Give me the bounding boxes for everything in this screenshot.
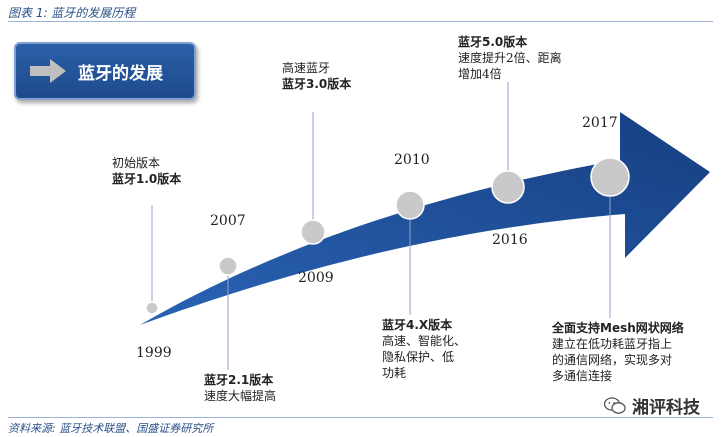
node-1999 [145, 301, 159, 315]
title-box: 蓝牙的发展 [14, 42, 196, 100]
year-2017: 2017 [582, 115, 618, 131]
year-2010: 2010 [394, 152, 430, 168]
year-2007: 2007 [210, 213, 246, 229]
bottom-rule [8, 417, 713, 418]
milestone-2016-line-1: 蓝牙5.0版本 [458, 35, 528, 49]
milestone-2017-line-3: 的通信网络，实现多对 [552, 353, 673, 367]
milestone-2007-line-1: 蓝牙2.1版本 [204, 373, 274, 387]
year-2016: 2016 [492, 232, 528, 248]
top-rule [8, 21, 713, 22]
milestone-2010-line-1: 蓝牙4.X版本 [382, 318, 453, 332]
year-2009: 2009 [298, 270, 334, 286]
milestone-1999-line-1: 初始版本 [112, 156, 161, 170]
wechat-icon [604, 396, 626, 414]
node-2017 [590, 157, 630, 197]
source-note: 资料来源: 蓝牙技术联盟、国盛证券研究所 [8, 422, 214, 435]
diagram-title: 蓝牙的发展 [78, 63, 163, 84]
milestone-2010-label: 蓝牙4.X版本 高速、智能化、 隐私保护、低 功耗 [382, 317, 466, 381]
milestone-2016-line-3: 增加4倍 [458, 67, 502, 81]
milestone-2009-label: 高速蓝牙 蓝牙3.0版本 [282, 60, 351, 92]
figure-caption: 图表 1: 蓝牙的发展历程 [8, 6, 136, 20]
milestone-2007-line-2: 速度大幅提高 [204, 389, 277, 403]
milestone-2017-label: 全面支持Mesh网状网络 建立在低功耗蓝牙指上 的通信网络，实现多对 多通信连接 [552, 320, 684, 384]
arrow-right-icon [30, 59, 66, 83]
timeline-arrow [140, 112, 710, 325]
milestone-2016-label: 蓝牙5.0版本 速度提升2倍、距离 增加4倍 [458, 34, 562, 82]
node-2007 [218, 256, 238, 276]
watermark: 湘评科技 [604, 393, 700, 418]
watermark-text: 湘评科技 [632, 398, 700, 418]
milestone-2010-line-3: 隐私保护、低 [382, 350, 455, 364]
milestone-1999-line-2: 蓝牙1.0版本 [112, 172, 182, 186]
milestone-2010-line-4: 功耗 [382, 366, 407, 380]
node-2010 [395, 190, 425, 220]
node-2016 [491, 170, 525, 204]
year-1999: 1999 [136, 345, 172, 361]
milestone-1999-label: 初始版本 蓝牙1.0版本 [112, 155, 181, 187]
milestone-2010-line-2: 高速、智能化、 [382, 334, 467, 348]
milestone-2016-line-2: 速度提升2倍、距离 [458, 51, 562, 65]
node-2009 [300, 219, 326, 245]
milestone-2009-line-1: 高速蓝牙 [282, 61, 331, 75]
milestone-2007-label: 蓝牙2.1版本 速度大幅提高 [204, 372, 276, 404]
milestone-2009-line-2: 蓝牙3.0版本 [282, 77, 352, 91]
milestone-2017-line-1: 全面支持Mesh网状网络 [552, 321, 684, 335]
milestone-2017-line-4: 多通信连接 [552, 369, 613, 383]
milestone-2017-line-2: 建立在低功耗蓝牙指上 [552, 337, 673, 351]
